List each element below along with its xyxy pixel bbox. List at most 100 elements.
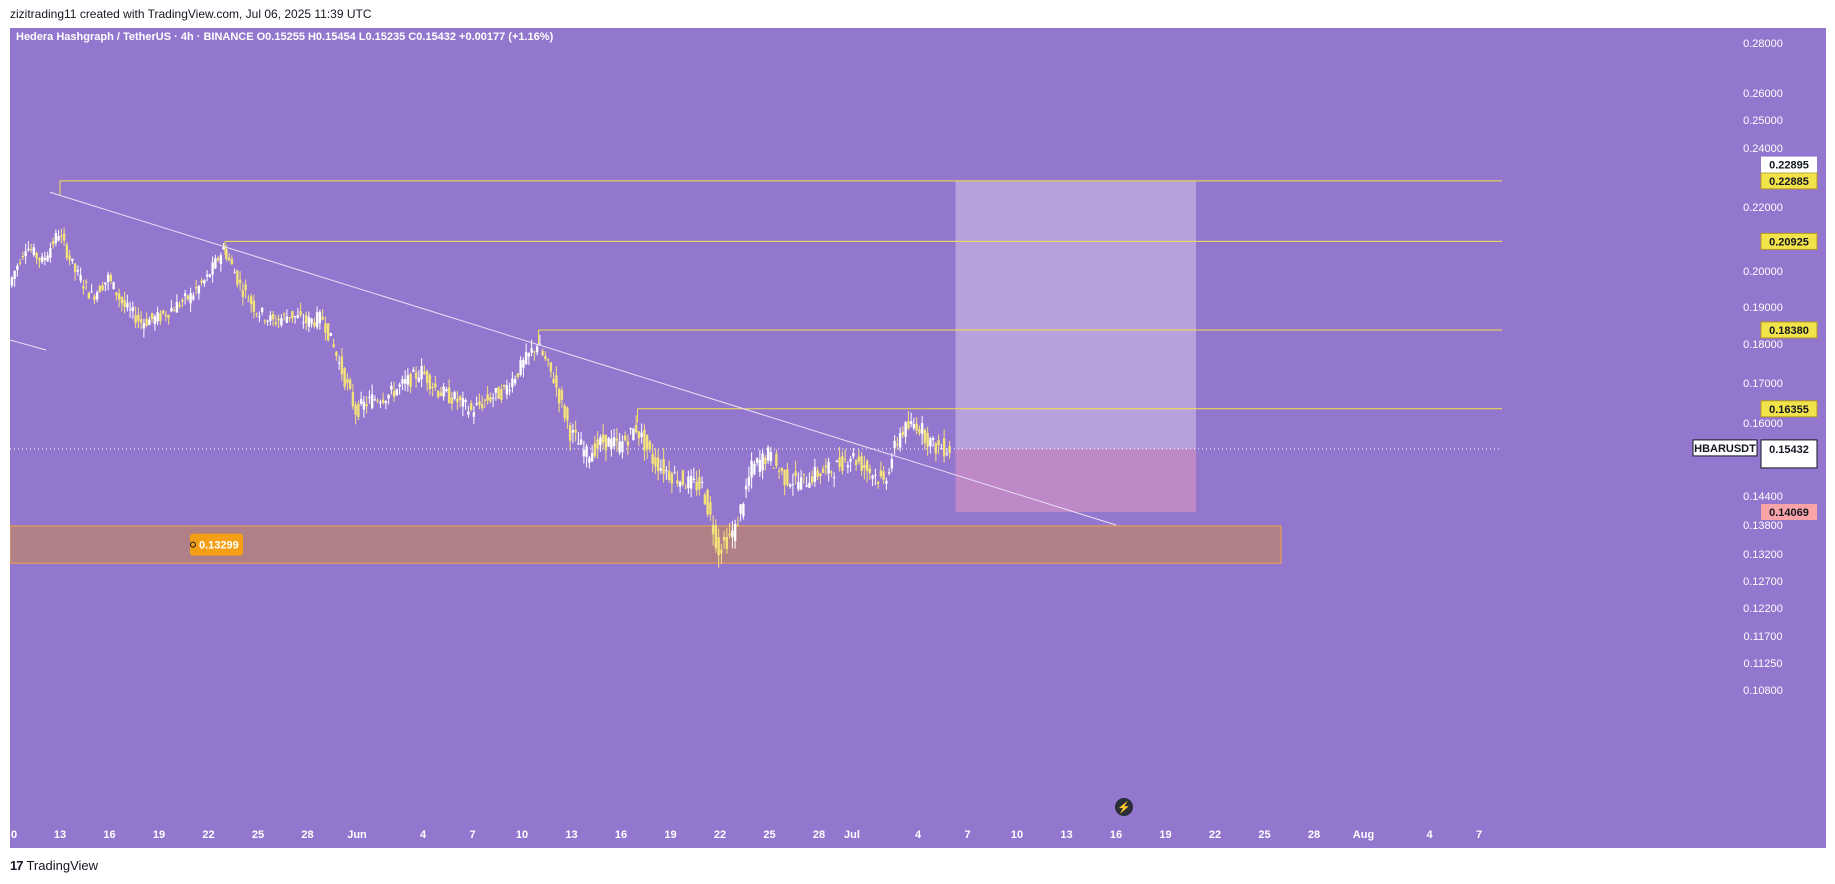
- candle: [909, 421, 913, 424]
- candle: [280, 318, 283, 326]
- candle: [112, 282, 115, 290]
- candle: [175, 301, 179, 313]
- price-tick: 0.20000: [1743, 266, 1783, 278]
- candle: [156, 312, 159, 322]
- candle: [656, 457, 660, 472]
- time-tick: 16: [1110, 829, 1122, 841]
- candle: [18, 262, 22, 264]
- brand-name: TradingView: [26, 858, 99, 873]
- candle: [500, 389, 503, 400]
- time-tick: 4: [1426, 829, 1433, 841]
- demand-anchor-dot: [190, 541, 196, 548]
- time-tick: 7: [1476, 829, 1482, 841]
- time-tick: 19: [664, 829, 676, 841]
- candle: [491, 397, 495, 399]
- candle: [93, 296, 96, 300]
- price-tick: 0.11250: [1744, 658, 1783, 670]
- candle: [703, 494, 707, 505]
- candle: [640, 432, 643, 438]
- candle: [511, 378, 514, 388]
- candle: [21, 255, 25, 257]
- candle: [340, 356, 344, 375]
- last-price-tag: [1760, 439, 1818, 469]
- level-price-tag-text: 0.18380: [1769, 325, 1809, 337]
- candle: [428, 375, 432, 389]
- candle: [95, 292, 99, 300]
- candle: [670, 473, 674, 484]
- candle: [563, 405, 566, 418]
- price-chart[interactable]: 0.13299 Hedera Hashgraph / TetherUS · 4h …: [10, 28, 1826, 848]
- candle: [505, 385, 509, 395]
- time-tick: 28: [813, 829, 825, 841]
- candle: [236, 270, 239, 285]
- level-price-tag-text: 0.16355: [1769, 404, 1809, 416]
- candle: [604, 434, 608, 451]
- candle: [643, 429, 646, 451]
- candle: [403, 379, 407, 384]
- candle: [568, 425, 572, 441]
- price-tick: 0.24000: [1743, 143, 1783, 155]
- candle: [585, 446, 588, 457]
- candle: [621, 441, 624, 453]
- price-tick: 0.19000: [1743, 302, 1783, 314]
- candle: [860, 456, 863, 471]
- candle: [700, 482, 704, 484]
- candle: [128, 308, 132, 310]
- axis-price-tag-text: 0.14069: [1769, 507, 1809, 519]
- candle: [882, 471, 885, 480]
- candle: [527, 352, 531, 357]
- candle: [582, 449, 586, 457]
- candle: [843, 458, 847, 460]
- candle: [178, 304, 181, 307]
- candle: [29, 249, 33, 251]
- candle: [934, 443, 938, 454]
- candle: [783, 470, 786, 486]
- candle: [370, 394, 374, 409]
- candle: [805, 485, 808, 487]
- candle: [808, 482, 811, 488]
- candle: [794, 471, 797, 477]
- brand-footer[interactable]: 17 TradingView: [10, 858, 98, 873]
- candle: [571, 430, 575, 433]
- symbol-tag: [1692, 439, 1758, 457]
- candle: [632, 428, 635, 440]
- candle: [681, 470, 685, 485]
- level-price-tag: [1760, 400, 1818, 418]
- candle: [648, 441, 652, 450]
- candle: [483, 399, 487, 401]
- candle: [788, 484, 792, 487]
- candle: [535, 346, 539, 353]
- candle: [508, 390, 511, 392]
- candle: [819, 473, 822, 477]
- candle: [348, 379, 352, 389]
- candle: [472, 412, 476, 417]
- candle: [238, 279, 242, 283]
- candle: [557, 388, 561, 404]
- candle: [172, 310, 176, 312]
- level-price-tag: [1760, 232, 1818, 250]
- candle: [425, 370, 429, 384]
- candle: [692, 478, 696, 481]
- candle: [907, 420, 910, 429]
- candle: [673, 472, 676, 474]
- candle: [797, 481, 800, 490]
- candle: [475, 403, 478, 405]
- candle: [148, 319, 151, 326]
- candle: [304, 315, 308, 324]
- candle: [450, 397, 454, 404]
- candle: [590, 453, 594, 462]
- candle: [414, 372, 418, 379]
- candle: [552, 378, 555, 383]
- price-tick: 0.28000: [1743, 38, 1783, 50]
- candle: [502, 385, 506, 387]
- chart-panel[interactable]: 0.13299 Hedera Hashgraph / TetherUS · 4h …: [10, 28, 1826, 848]
- time-tick: 25: [1258, 829, 1270, 841]
- time-tick: 16: [103, 829, 115, 841]
- candle: [659, 468, 663, 471]
- candle: [786, 469, 789, 485]
- lightning-icon: [1115, 798, 1133, 816]
- candle: [346, 379, 349, 383]
- candle: [447, 387, 451, 404]
- candle: [667, 470, 671, 480]
- candle: [601, 434, 605, 443]
